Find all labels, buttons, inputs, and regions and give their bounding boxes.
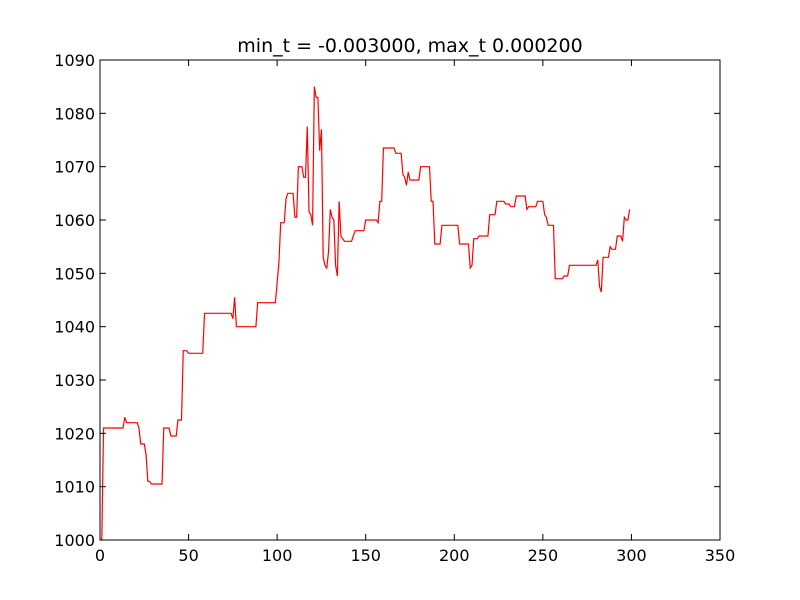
x-tick-label: 200 (439, 546, 470, 565)
y-tick-label: 1010 (54, 478, 95, 497)
x-tick-label: 150 (350, 546, 381, 565)
x-tick-label: 350 (705, 546, 736, 565)
series-line-0 (100, 86, 631, 541)
x-tick-label: 300 (616, 546, 647, 565)
plot-area (100, 86, 631, 541)
plot-frame (99, 59, 721, 541)
x-tick-label: 0 (95, 546, 105, 565)
axis-ticks: 0 50 100 150 200 250 300 350 1000 1010 1020 1030 104… (54, 51, 735, 565)
y-tick-label: 1060 (54, 211, 95, 230)
x-tick-label: 250 (528, 546, 559, 565)
y-tick-label: 1000 (54, 531, 95, 550)
x-tick-label: 100 (262, 546, 293, 565)
y-tick-label: 1070 (54, 158, 95, 177)
y-tick-label: 1050 (54, 264, 95, 283)
y-tick-label: 1030 (54, 371, 95, 390)
y-tick-label: 1020 (54, 424, 95, 443)
y-tick-label: 1040 (54, 318, 95, 337)
y-tick-label: 1080 (54, 104, 95, 123)
x-tick-label: 50 (178, 546, 198, 565)
y-tick-label: 1090 (54, 51, 95, 70)
chart-title: min_t = -0.003000, max_t 0.000200 (237, 35, 582, 57)
